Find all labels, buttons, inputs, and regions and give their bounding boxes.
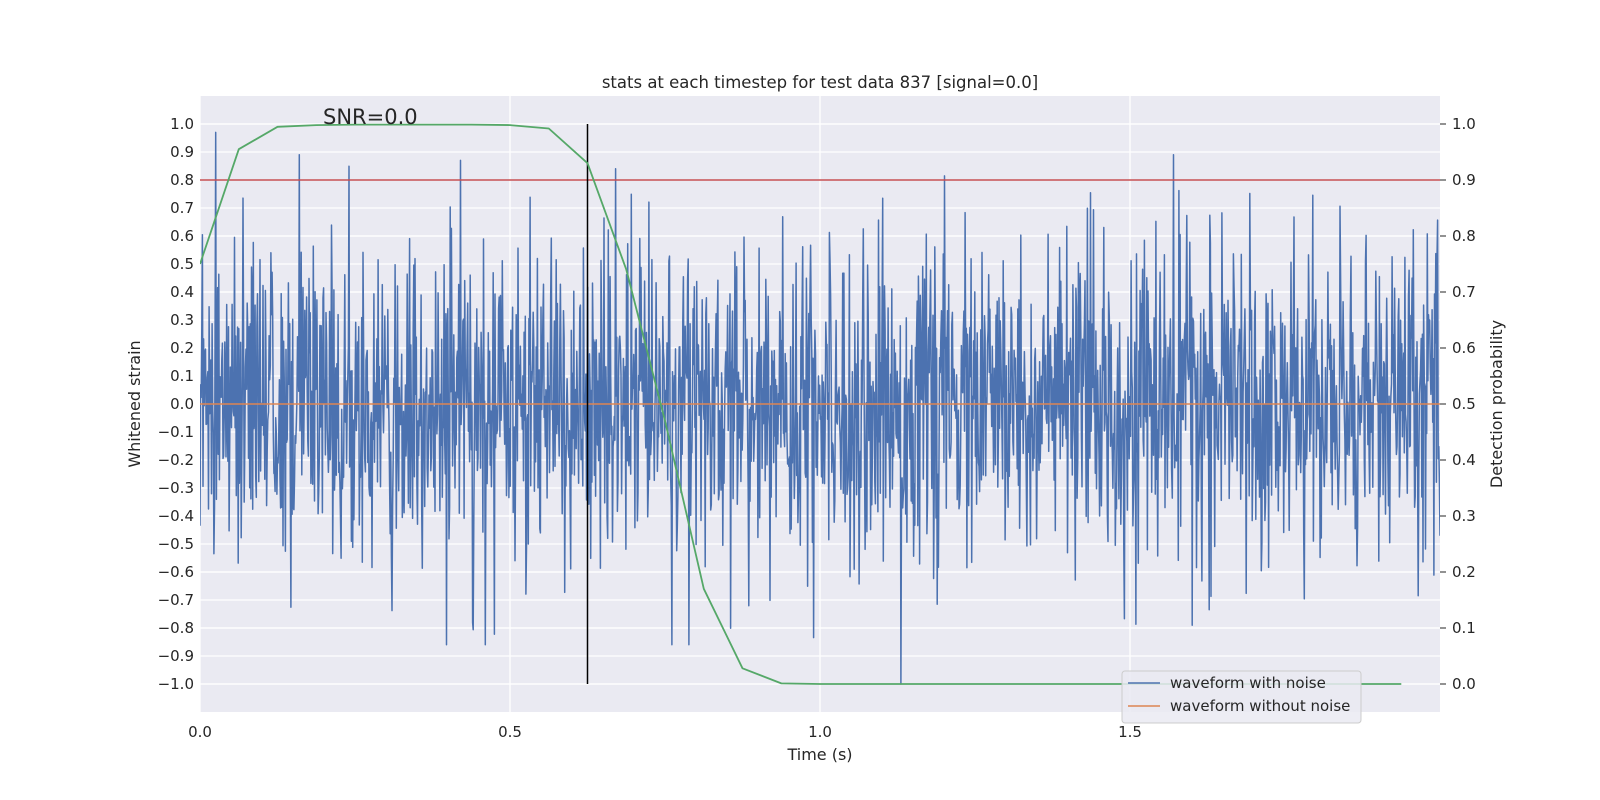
y-tick-label: 0.4 [170, 283, 194, 301]
x-axis-label: Time (s) [786, 745, 852, 764]
y-tick-label: 1.0 [170, 115, 194, 133]
y-tick-label: −0.2 [158, 451, 194, 469]
y-tick-label: −0.6 [158, 563, 194, 581]
y-tick-label: −0.5 [158, 535, 194, 553]
y-tick-label: 0.5 [170, 255, 194, 273]
y2-tick-label: 0.6 [1452, 339, 1476, 357]
y-tick-label: 0.1 [170, 367, 194, 385]
y-tick-label: −0.3 [158, 479, 194, 497]
y-tick-label: 0.8 [170, 171, 194, 189]
y-tick-label: −0.1 [158, 423, 194, 441]
y-tick-label: −0.4 [158, 507, 194, 525]
y2-tick-label: 0.9 [1452, 171, 1476, 189]
legend-label-noisy: waveform with noise [1170, 674, 1326, 692]
y2-tick-label: 0.1 [1452, 619, 1476, 637]
y-tick-label: 0.9 [170, 143, 194, 161]
y-tick-label: 0.7 [170, 199, 194, 217]
x-axis: 0.0 0.5 1.0 1.5 [188, 723, 1142, 741]
y-axis-left: 1.0 0.9 0.8 0.7 0.6 0.5 0.4 0.3 0.2 0.1 0.0 −0.1 −0.… [158, 115, 194, 693]
y2-axis-label: Detection probability [1487, 320, 1506, 488]
y2-tick-label: 0.3 [1452, 507, 1476, 525]
x-tick-label: 0.5 [498, 723, 522, 741]
y-tick-label: −0.8 [158, 619, 194, 637]
x-tick-label: 1.0 [808, 723, 832, 741]
y2-tick-label: 0.5 [1452, 395, 1476, 413]
y-tick-label: 0.2 [170, 339, 194, 357]
y2-tick-label: 1.0 [1452, 115, 1476, 133]
y2-tick-label: 0.2 [1452, 563, 1476, 581]
legend: waveform with noise waveform without noi… [1121, 670, 1362, 724]
y2-tick-label: 0.7 [1452, 283, 1476, 301]
snr-annotation: SNR=0.0 [323, 105, 418, 129]
y-tick-label: −0.9 [158, 647, 194, 665]
y-tick-label: 0.3 [170, 311, 194, 329]
y2-tick-label: 0.0 [1452, 675, 1476, 693]
series-waveform-with-noise [200, 131, 1440, 685]
x-tick-label: 1.5 [1118, 723, 1142, 741]
legend-label-clean: waveform without noise [1170, 697, 1350, 715]
y-axis-right: 1.0 0.9 0.8 0.7 0.6 0.5 0.4 0.3 0.2 0.1 0.0 [1440, 115, 1476, 693]
y2-tick-label: 0.8 [1452, 227, 1476, 245]
legend-box [1121, 670, 1362, 724]
y-tick-label: 0.0 [170, 395, 194, 413]
y-tick-label: −0.7 [158, 591, 194, 609]
chart-title: stats at each timestep for test data 837… [602, 73, 1038, 92]
x-tick-label: 0.0 [188, 723, 212, 741]
y2-tick-label: 0.4 [1452, 451, 1476, 469]
y-tick-label: 0.6 [170, 227, 194, 245]
y-tick-label: −1.0 [158, 675, 194, 693]
y-axis-label: Whitened strain [125, 340, 144, 467]
